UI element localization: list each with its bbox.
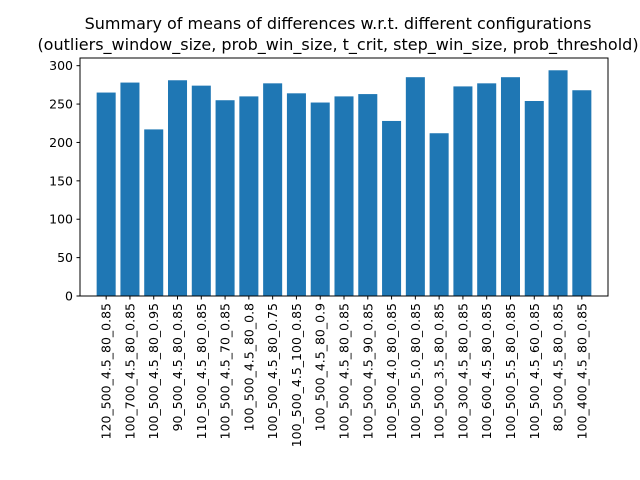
bar-10 [334,96,354,296]
bar-17 [500,77,520,297]
x-tick-label-12: 100_500_4.0_80_0.85 [384,303,399,439]
bar-16 [477,83,497,297]
x-tick-label-13: 100_500_5.0_80_0.85 [408,303,423,439]
x-tick-label-2: 100_500_4.5_80_0.95 [146,303,161,439]
x-tick-label-10: 100_500_4.5_80_0.85 [337,303,352,439]
chart-title-line-2: (outliers_window_size, prob_win_size, t_… [37,35,638,55]
bar-8 [286,93,306,296]
bar-19 [548,70,568,296]
x-tick-label-11: 100_500_4.5_90_0.85 [360,303,375,439]
x-axis-ticks: 120_500_4.5_80_0.85 100_700_4.5_80_0.85 10… [99,296,589,447]
x-tick-label-14: 100_500_3.5_80_0.85 [432,303,447,439]
bar-6 [239,96,259,296]
y-tick-label-3: 150 [49,173,73,188]
x-tick-label-18: 100_500_4.5_60_0.85 [527,303,542,439]
x-tick-label-17: 100_500_5.5_80_0.85 [503,303,518,439]
x-tick-label-4: 110_500_4.5_80_0.85 [194,303,209,439]
y-tick-label-4: 200 [49,135,73,150]
bar-7 [263,83,283,297]
y-axis-ticks: 0 50 100 150 200 250 300 [49,58,80,304]
bar-0 [96,92,116,296]
plot-frame [79,57,609,297]
x-tick-label-20: 100_400_4.5_80_0.85 [574,303,589,439]
bar-13 [405,77,425,297]
y-tick-label-5: 250 [49,97,73,112]
x-tick-label-6: 100_500_4.5_80_0.8 [241,303,256,431]
chart-title-line-1: Summary of means of differences w.r.t. d… [85,14,592,33]
y-tick-label-1: 50 [57,250,73,265]
bar-12 [382,120,402,297]
x-tick-label-19: 80_500_4.5_80_0.85 [551,303,566,431]
bar-9 [310,102,330,297]
bar-5 [215,100,235,297]
bar-1 [120,82,140,296]
x-tick-label-8: 100_500_4.5_100_0.85 [289,303,304,447]
y-tick-label-0: 0 [65,289,73,304]
x-tick-label-1: 100_700_4.5_80_0.85 [122,303,137,439]
bars-group [96,70,592,297]
bar-20 [572,90,592,296]
y-tick-label-2: 100 [49,212,73,227]
bar-18 [524,100,544,296]
x-tick-label-5: 100_500_4.5_70_0.85 [218,303,233,439]
x-tick-label-16: 100_600_4.5_80_0.85 [479,303,494,439]
bar-14 [429,133,449,296]
x-tick-label-15: 100_300_4.5_80_0.85 [455,303,470,439]
x-tick-label-3: 90_500_4.5_80_0.85 [170,303,185,431]
y-tick-label-6: 300 [49,58,73,73]
bar-4 [191,85,211,297]
bar-11 [358,94,378,297]
x-tick-label-9: 100_500_4.5_80_0.9 [313,303,328,431]
x-tick-label-0: 120_500_4.5_80_0.85 [99,303,114,439]
x-tick-label-7: 100_500_4.5_80_0.75 [265,303,280,439]
bar-3 [168,80,188,296]
bar-2 [144,129,164,296]
bar-15 [453,86,473,296]
